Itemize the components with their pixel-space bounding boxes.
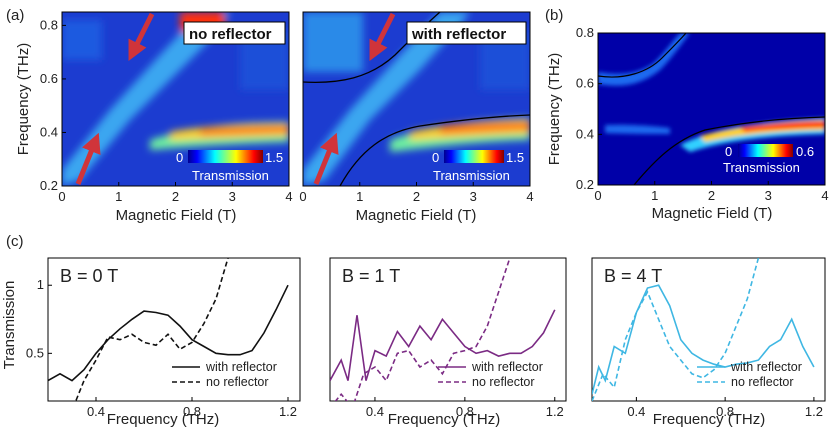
series-line-with-reflector xyxy=(592,284,815,395)
xlabel-a-left: Magnetic Field (T) xyxy=(116,207,237,224)
arrow-a-right-upper xyxy=(369,12,396,61)
panel-label-b: (b) xyxy=(545,7,563,24)
xtick-label: 0 xyxy=(58,189,65,204)
legend-label: no reflector xyxy=(731,375,794,389)
colorbar-a-left-min: 0 xyxy=(176,150,183,165)
arrow-a-left-upper xyxy=(128,12,155,61)
fit-curve-upper-b xyxy=(598,33,687,78)
legend-label: no reflector xyxy=(472,375,535,389)
badge-a-left-box xyxy=(183,21,286,45)
legend-label: no reflector xyxy=(206,375,269,389)
xtick-label: 2 xyxy=(708,188,715,203)
xlabel-c3: Frequency (THz) xyxy=(653,411,766,428)
colorbar-b xyxy=(738,144,793,157)
xtick-label: 0.8 xyxy=(716,404,734,419)
colorbar-a-left xyxy=(188,150,263,163)
xtick-label: 3 xyxy=(470,189,477,204)
ytick-label: 0.8 xyxy=(40,17,58,32)
arrow-a-right-lower xyxy=(313,132,339,185)
fit-curve-lower-a-right xyxy=(339,114,530,186)
xlabel-c1: Frequency (THz) xyxy=(107,411,220,428)
ytick-label: 0.5 xyxy=(26,345,44,360)
badge-a-right: with reflector xyxy=(411,26,506,43)
colorbar-a-right-max: 1.5 xyxy=(506,150,524,165)
xtick-label: 2 xyxy=(413,189,420,204)
colorbar-a-left-max: 1.5 xyxy=(265,150,283,165)
xtick-label: 1 xyxy=(356,189,363,204)
series-line-with-reflector xyxy=(330,309,556,381)
heatmap-b xyxy=(597,32,826,186)
panel-label-c: (c) xyxy=(6,233,24,250)
colorbar-a-right-min: 0 xyxy=(432,150,439,165)
xtick-label: 0.8 xyxy=(183,404,201,419)
series-line-with-reflector xyxy=(48,284,289,382)
ytick-label: 0.8 xyxy=(576,25,594,40)
colorbar-b-min: 0 xyxy=(725,144,732,159)
fit-curve-lower-b xyxy=(633,116,825,185)
xlabel-b: Magnetic Field (T) xyxy=(652,205,773,222)
xlabel-a-right: Magnetic Field (T) xyxy=(356,207,477,224)
legend-label: with reflector xyxy=(205,360,277,374)
badge-a-right-box xyxy=(406,21,527,45)
plot-frame xyxy=(329,257,567,402)
ytick-label: 0.4 xyxy=(40,124,58,139)
legend-label: with reflector xyxy=(730,360,802,374)
arrow-a-left-lower xyxy=(75,132,101,185)
xtick-label: 0 xyxy=(594,188,601,203)
badge-a-left: no reflector xyxy=(189,26,272,43)
colorbar-a-right-label: Transmission xyxy=(433,168,510,183)
xtick-label: 1 xyxy=(115,189,122,204)
xtick-label: 2 xyxy=(172,189,179,204)
fit-curves-b xyxy=(598,33,825,185)
tick-labels: 0 1 2 3 40.20.40.60.80 1 2 3 4 0 1 2 3 40.20.40.60.8 xyxy=(40,17,829,204)
ytick-label: 0.4 xyxy=(576,126,594,141)
xtick-label: 4 xyxy=(285,189,292,204)
xtick-label: 1.2 xyxy=(279,404,297,419)
xtick-label: 4 xyxy=(526,189,533,204)
ytick-label: 1 xyxy=(37,277,44,292)
colorbar-a-left-label: Transmission xyxy=(192,168,269,183)
series-line-no-reflector xyxy=(592,258,760,401)
xtick-label: 0.4 xyxy=(87,404,105,419)
xtick-label: 0 xyxy=(299,189,306,204)
panel-label-a: (a) xyxy=(6,7,24,24)
xtick-label: 1.2 xyxy=(546,404,564,419)
xtick-label: 1 xyxy=(651,188,658,203)
xlabel-c2: Frequency (THz) xyxy=(388,411,501,428)
xtick-label: 3 xyxy=(765,188,772,203)
ylabel-b: Frequency (THz) xyxy=(546,53,563,166)
plot-title: B = 1 T xyxy=(342,266,400,286)
ytick-label: 0.2 xyxy=(576,177,594,192)
plot-title: B = 4 T xyxy=(604,266,662,286)
colorbar-b-label: Transmission xyxy=(723,160,800,175)
ytick-label: 0.2 xyxy=(40,178,58,193)
xtick-label: 1.2 xyxy=(805,404,823,419)
xtick-label: 3 xyxy=(229,189,236,204)
xtick-label: 0.4 xyxy=(366,404,384,419)
colorbar-a-right xyxy=(444,150,504,163)
xtick-label: 0.4 xyxy=(627,404,645,419)
xtick-label: 4 xyxy=(821,188,828,203)
xtick-label: 0.8 xyxy=(456,404,474,419)
ylabel-c: Transmission xyxy=(1,281,18,370)
ytick-label: 0.6 xyxy=(40,71,58,86)
plot-frame xyxy=(47,257,301,402)
legend-label: with reflector xyxy=(471,360,543,374)
ytick-label: 0.6 xyxy=(576,76,594,91)
series-line-no-reflector xyxy=(334,258,511,401)
colorbar-b-max: 0.6 xyxy=(796,144,814,159)
plot-title: B = 0 T xyxy=(60,266,118,286)
ylabel-a: Frequency (THz) xyxy=(15,43,32,156)
